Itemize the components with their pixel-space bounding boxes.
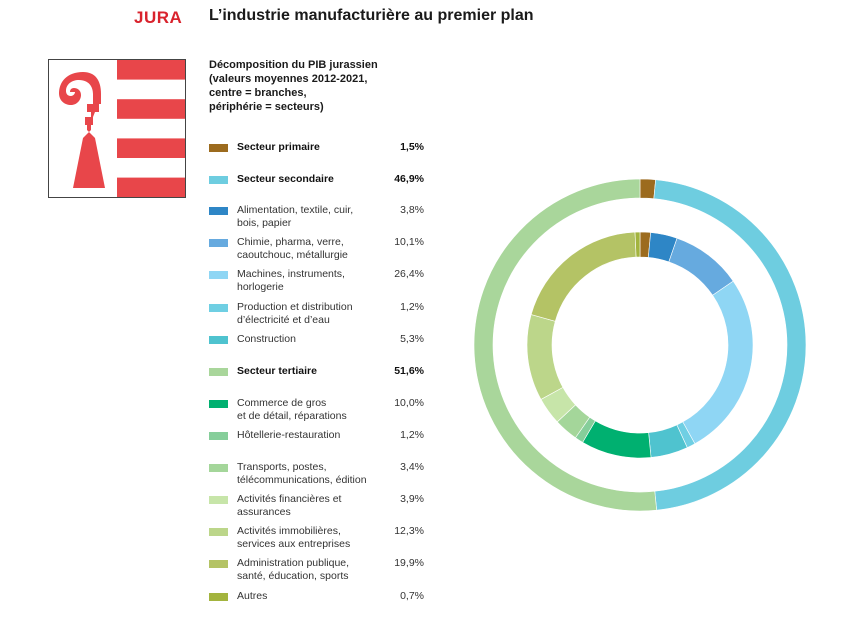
inner-slice (582, 420, 652, 459)
legend-swatch (209, 304, 228, 312)
legend-swatch (209, 207, 228, 215)
legend-label: Alimentation, textile, cuir, bois, papie… (237, 204, 354, 229)
legend-label: Transports, postes, télécommunications, … (237, 461, 367, 486)
legend-label: Commerce de gros et de détail, réparatio… (237, 397, 347, 422)
legend-value: 1,5% (400, 141, 424, 153)
inner-slice (682, 280, 754, 445)
page-header: JURA L’industrie manufacturière au premi… (0, 0, 865, 40)
legend-value: 3,4% (400, 461, 424, 473)
inner-slice (634, 231, 641, 258)
inner-slice (526, 314, 564, 400)
legend-label: Chimie, pharma, verre, caoutchouc, métal… (237, 236, 348, 261)
legend-label: Hôtellerie-restauration (237, 429, 341, 441)
legend-value: 5,3% (400, 333, 424, 345)
legend-label: Activités immobilières, services aux ent… (237, 525, 351, 550)
legend-value: 10,1% (394, 236, 424, 248)
legend-swatch (209, 144, 228, 152)
outer-slice (639, 178, 656, 199)
jura-flag-image (59, 60, 185, 197)
chart-title: Décomposition du PIB jurassien (valeurs … (209, 59, 378, 113)
canton-name: JURA (134, 8, 183, 27)
legend-label: Autres (237, 590, 268, 602)
legend-swatch (209, 271, 228, 279)
legend-label: Machines, instruments, horlogerie (237, 268, 345, 293)
legend-swatch (209, 368, 228, 376)
legend-value: 0,7% (400, 590, 424, 602)
legend-value: 12,3% (394, 525, 424, 537)
outer-slice (473, 178, 657, 512)
legend-label: Activités financières et assurances (237, 493, 342, 518)
legend-swatch (209, 496, 228, 504)
legend-value: 46,9% (394, 173, 424, 185)
inner-slice (530, 231, 637, 322)
legend-swatch (209, 528, 228, 536)
legend-value: 26,4% (394, 268, 424, 280)
jura-flag (48, 59, 186, 198)
legend-value: 3,8% (400, 204, 424, 216)
legend-swatch (209, 336, 228, 344)
legend-value: 10,0% (394, 397, 424, 409)
legend-swatch (209, 400, 228, 408)
legend-label: Construction (237, 333, 296, 345)
legend-swatch (209, 593, 228, 601)
legend-value: 51,6% (394, 365, 424, 377)
legend-label: Production et distribution d’électricité… (237, 301, 353, 326)
legend-swatch (209, 176, 228, 184)
legend-swatch (209, 239, 228, 247)
legend-swatch (209, 464, 228, 472)
page-title: L’industrie manufacturière au premier pl… (209, 7, 534, 24)
legend-value: 19,9% (394, 557, 424, 569)
inner-slice (668, 237, 734, 296)
legend-label: Secteur secondaire (237, 173, 334, 185)
donut-chart (473, 178, 807, 512)
legend-swatch (209, 432, 228, 440)
legend-swatch (209, 560, 228, 568)
legend-label: Administration publique, santé, éducatio… (237, 557, 350, 582)
legend-value: 3,9% (400, 493, 424, 505)
legend-value: 1,2% (400, 429, 424, 441)
legend-label: Secteur tertiaire (237, 365, 317, 377)
legend-label: Secteur primaire (237, 141, 320, 153)
legend-value: 1,2% (400, 301, 424, 313)
